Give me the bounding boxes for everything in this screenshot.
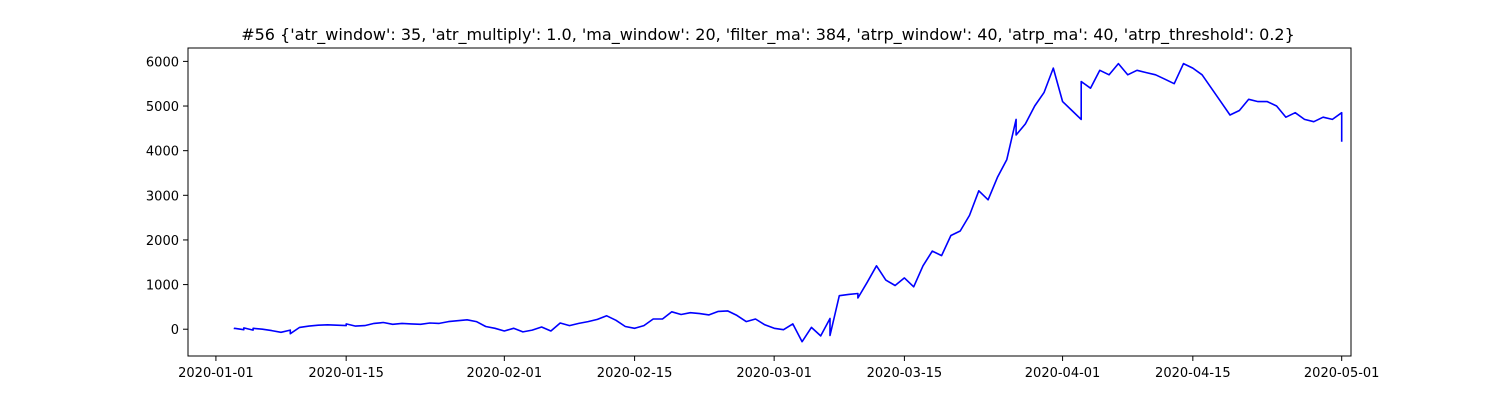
x-tick-label: 2020-04-15 [1155, 366, 1231, 381]
x-tick-label: 2020-02-15 [597, 366, 673, 381]
plot-frame [187, 47, 1352, 357]
series-line [233, 62, 1343, 343]
x-tick-label: 2020-01-01 [178, 366, 254, 381]
x-tick-label: 2020-03-01 [736, 366, 812, 381]
y-axis: 0 1000 2000 3000 4000 5000 6000 [146, 55, 188, 338]
x-tick-label: 2020-01-15 [308, 366, 384, 381]
y-tick-label: 2000 [146, 234, 179, 249]
y-tick-label: 3000 [146, 189, 179, 204]
x-axis: 2020-01-01 2020-01-15 2020-02-01 2020-02-15… [178, 356, 1379, 381]
y-tick-label: 1000 [146, 279, 179, 294]
x-tick-label: 2020-03-15 [867, 366, 943, 381]
y-tick-label: 5000 [146, 100, 179, 115]
x-tick-label: 2020-04-01 [1025, 366, 1101, 381]
x-tick-label: 2020-05-01 [1304, 366, 1380, 381]
series-group [233, 62, 1343, 343]
y-tick-label: 4000 [146, 145, 179, 160]
x-tick-label: 2020-02-01 [467, 366, 543, 381]
y-tick-label: 6000 [146, 55, 179, 70]
chart-title: #56 {'atr_window': 35, 'atr_multiply': 1… [241, 25, 1295, 45]
y-tick-label: 0 [171, 323, 179, 338]
